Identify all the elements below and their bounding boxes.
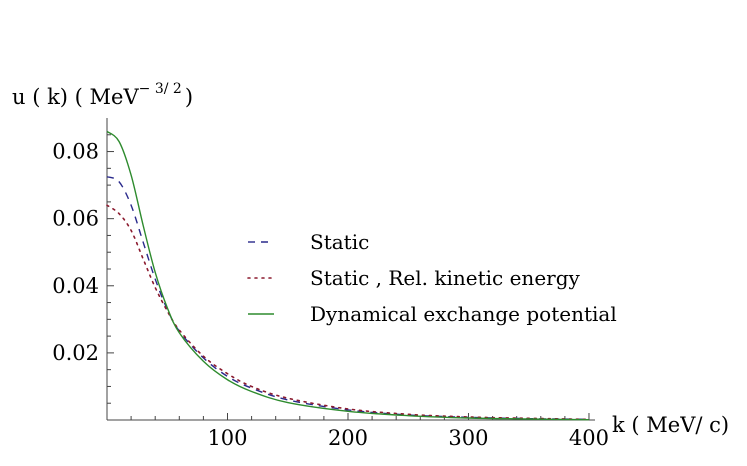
x-tick-label: 200 [328,426,368,450]
axis-labels: u ( k) ( MeV− 3/ 2) k ( MeV/ c) [12,81,729,437]
legend-label-2: Static , Rel. kinetic energy [310,266,581,290]
axes: 100 200 300 400 0.02 0.04 0.06 0.08 [52,118,609,450]
y-tick-label: 0.06 [52,207,99,231]
legend-label-3: Dynamical exchange potential [310,302,617,326]
x-tick-label: 300 [448,426,488,450]
legend: Static Static , Rel. kinetic energy Dynami… [247,230,617,326]
x-tick-label: 100 [207,426,247,450]
y-tick-label: 0.02 [52,341,99,365]
series-line-1 [106,176,589,421]
x-axis-label: k ( MeV/ c) [612,413,729,437]
series-line-2 [106,204,590,421]
x-tick-label: 400 [569,426,609,450]
y-tick-label: 0.08 [52,140,99,164]
legend-label-1: Static [310,230,369,254]
y-axis-label: u ( k) ( MeV− 3/ 2) [12,81,193,109]
series-line-3 [106,130,589,421]
y-tick-label: 0.04 [52,274,99,298]
plot-area [106,130,590,421]
